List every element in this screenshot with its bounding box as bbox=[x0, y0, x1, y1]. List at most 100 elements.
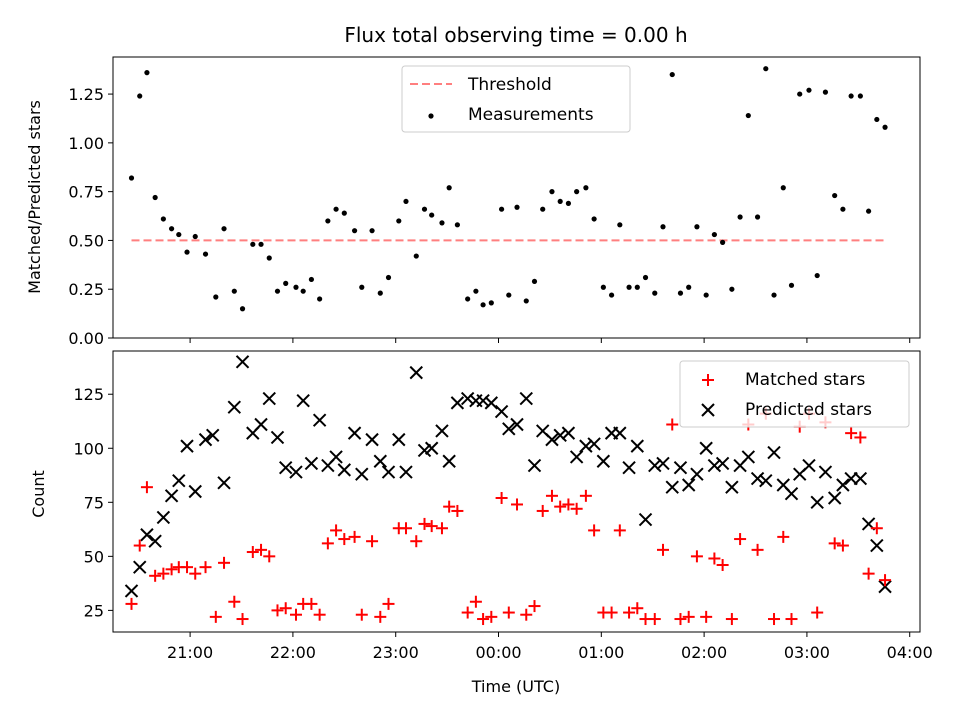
top-plot-panel: 0.00 0.25 0.50 0.75 1.00 1.25 Matched/Predict… bbox=[25, 56, 921, 348]
bottom-y-axis: 25 50 75 100 125 bbox=[73, 385, 113, 620]
top-y-tick-label: 0.75 bbox=[68, 183, 104, 202]
predicted-point bbox=[810, 495, 824, 510]
measurement-point bbox=[686, 284, 692, 290]
matched-point bbox=[751, 543, 764, 556]
top-y-tick-label: 1.00 bbox=[68, 134, 104, 153]
matched-point bbox=[495, 491, 508, 504]
predicted-point bbox=[347, 426, 362, 440]
predicted-point bbox=[289, 465, 303, 479]
predicted-point bbox=[527, 458, 542, 473]
legend-measurements-swatch bbox=[428, 113, 434, 119]
bottom-y-tick-label: 25 bbox=[84, 601, 104, 620]
matched-point bbox=[125, 597, 138, 610]
top-legend: Threshold Measurements bbox=[401, 65, 631, 133]
predicted-point bbox=[217, 476, 231, 490]
matched-point bbox=[605, 606, 618, 619]
predicted-point bbox=[638, 512, 653, 527]
measurement-point bbox=[231, 288, 237, 294]
predicted-point bbox=[699, 441, 713, 455]
legend-threshold-label: Threshold bbox=[467, 75, 552, 95]
predicted-point bbox=[392, 432, 406, 447]
predicted-point bbox=[836, 478, 850, 492]
matched-point bbox=[785, 613, 798, 626]
predicted-point bbox=[656, 456, 670, 471]
chart-title: Flux total observing time = 0.00 h bbox=[344, 23, 687, 47]
matched-point bbox=[502, 606, 515, 619]
predicted-point bbox=[750, 471, 765, 486]
matched-point bbox=[246, 546, 259, 559]
bottom-y-tick-label: 75 bbox=[84, 493, 104, 512]
matched-point bbox=[554, 500, 567, 513]
measurement-point bbox=[874, 116, 880, 123]
top-plot-frame bbox=[112, 56, 921, 339]
matched-point bbox=[330, 524, 343, 537]
measurement-point bbox=[788, 282, 795, 288]
measurement-point bbox=[369, 228, 375, 234]
predicted-point bbox=[553, 428, 567, 443]
predicted-point bbox=[148, 534, 162, 548]
predicted-point bbox=[707, 458, 722, 473]
measurement-point bbox=[523, 298, 529, 304]
matched-point bbox=[682, 610, 695, 623]
measurement-point bbox=[771, 292, 777, 298]
predicted-point bbox=[180, 439, 194, 453]
measurement-point bbox=[634, 284, 640, 290]
measurement-point bbox=[184, 249, 190, 255]
measurement-point bbox=[300, 288, 306, 294]
measurement-point bbox=[128, 175, 135, 181]
matched-point bbox=[623, 606, 636, 619]
matched-point bbox=[690, 550, 703, 563]
predicted-point bbox=[802, 458, 816, 473]
matched-point bbox=[140, 481, 153, 494]
predicted-point bbox=[878, 579, 892, 594]
legend-matched-marker bbox=[702, 374, 714, 386]
predicted-point bbox=[235, 355, 250, 369]
measurement-point bbox=[737, 214, 743, 220]
measurement-point bbox=[549, 189, 555, 195]
top-y-tick-label: 0.00 bbox=[68, 329, 104, 348]
measurement-point bbox=[745, 112, 751, 119]
measurement-point bbox=[642, 274, 649, 281]
matched-point bbox=[656, 543, 669, 556]
predicted-point bbox=[569, 450, 584, 464]
predicted-point bbox=[312, 413, 327, 427]
matched-point bbox=[374, 610, 387, 623]
matched-point bbox=[811, 606, 824, 619]
matched-point bbox=[862, 567, 875, 580]
matched-point bbox=[477, 613, 490, 626]
predicted-point bbox=[579, 439, 593, 453]
matched-point bbox=[313, 608, 326, 621]
predicted-point bbox=[198, 432, 213, 447]
measurement-point bbox=[396, 218, 402, 224]
matched-point bbox=[708, 552, 721, 565]
measurement-point bbox=[626, 284, 632, 290]
predicted-point bbox=[124, 584, 139, 598]
matched-point bbox=[133, 539, 146, 552]
top-x-axis bbox=[189, 338, 911, 343]
predicted-point bbox=[133, 560, 147, 574]
matched-point bbox=[218, 556, 231, 569]
matched-point bbox=[165, 563, 178, 576]
matched-point bbox=[579, 489, 592, 502]
matched-point bbox=[716, 558, 729, 571]
predicted-point bbox=[502, 422, 516, 436]
matched-point bbox=[399, 522, 412, 535]
measurement-point bbox=[403, 198, 409, 205]
measurement-point bbox=[583, 185, 589, 191]
predicted-point bbox=[206, 428, 220, 443]
matched-point bbox=[189, 567, 202, 580]
matched-point bbox=[149, 569, 162, 582]
measurement-point bbox=[239, 306, 246, 312]
x-tick-label: 04:00 bbox=[887, 643, 933, 662]
predicted-point bbox=[484, 396, 499, 410]
top-y-tick-label: 0.50 bbox=[68, 231, 104, 250]
x-tick-label: 03:00 bbox=[784, 643, 830, 662]
measurement-point bbox=[413, 253, 419, 259]
measurement-point bbox=[385, 274, 392, 281]
predicted-point bbox=[270, 430, 285, 445]
legend-matched-swatch bbox=[702, 374, 714, 386]
measurement-point bbox=[780, 185, 786, 191]
measurement-point bbox=[250, 241, 256, 247]
matched-point bbox=[588, 524, 601, 537]
